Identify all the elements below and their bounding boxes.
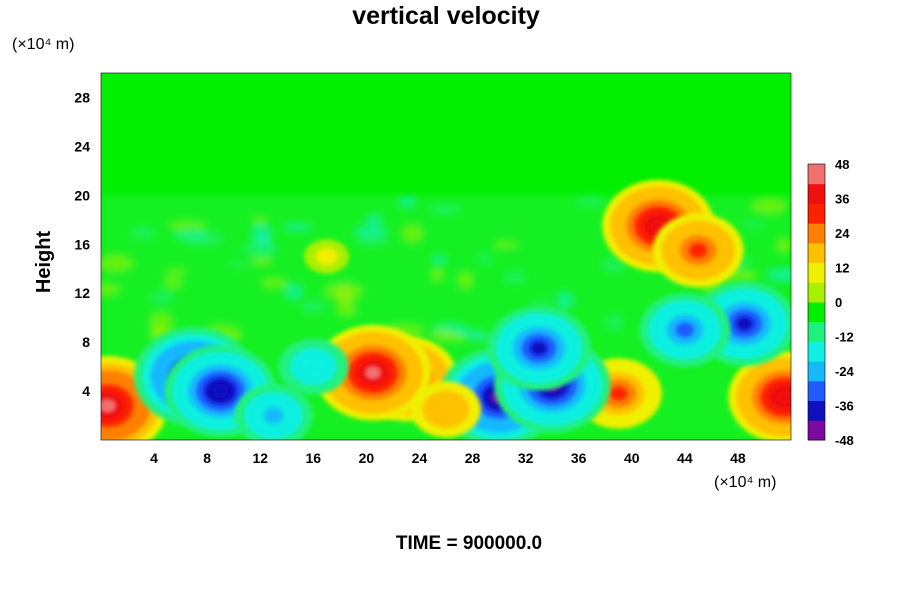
chart-title: vertical velocity (352, 2, 540, 30)
heatmap-field (101, 73, 791, 440)
heatmap-cell (689, 242, 708, 258)
heatmap-cells (101, 179, 791, 440)
y-tick-label: 20 (74, 187, 90, 203)
heatmap-feature (639, 292, 731, 367)
colorbar-tick-label: 24 (835, 226, 850, 241)
x-tick-label: 8 (203, 450, 211, 466)
colorbar-swatch (808, 361, 825, 382)
heatmap-feature (487, 305, 591, 391)
x-tick-label: 16 (306, 450, 322, 466)
colorbar-tick-label: -36 (835, 399, 854, 414)
x-tick-label: 48 (730, 450, 746, 466)
colorbar-tick-label: -24 (835, 364, 855, 379)
time-label: TIME = 900000.0 (396, 533, 542, 554)
x-tick-label: 4 (150, 450, 158, 466)
colorbar-tick-label: 12 (835, 261, 849, 276)
y-tick-label: 16 (74, 236, 90, 252)
colorbar-tick-label: -12 (835, 330, 854, 345)
heatmap-cell (101, 398, 117, 413)
x-tick-label: 40 (624, 450, 640, 466)
heatmap-cell (530, 341, 548, 356)
heatmap-feature (652, 213, 744, 288)
colorbar-tick-label: 48 (835, 157, 849, 172)
y-tick-label: 28 (74, 89, 90, 105)
y-axis-ticks: 4 8 12 16 20 24 28 (74, 89, 90, 399)
colorbar-swatch (808, 420, 825, 441)
heatmap-feature (101, 356, 168, 440)
colorbar-swatch (808, 183, 825, 204)
colorbar-swatch (808, 321, 825, 342)
colorbar-frame (807, 163, 826, 441)
x-tick-label: 36 (571, 450, 587, 466)
x-tick-label: 20 (359, 450, 375, 466)
x-axis-ticks: 4 8 12 16 20 24 28 32 36 40 44 48 (150, 450, 746, 466)
x-tick-label: 12 (252, 450, 268, 466)
heatmap-feature (304, 239, 349, 274)
heatmap-feature (234, 383, 313, 440)
y-axis-unit-label: (×10⁴ m) (12, 36, 74, 53)
heatmap-feature (278, 338, 349, 395)
colorbar-swatch (808, 242, 825, 264)
plot-frame (100, 72, 792, 441)
colorbar-tick-label: 36 (835, 192, 849, 207)
y-tick-label: 24 (74, 138, 90, 154)
colorbar (807, 163, 826, 441)
x-axis-unit-label: (×10⁴ m) (714, 474, 776, 491)
colorbar-swatch (808, 262, 825, 283)
x-tick-label: 44 (677, 450, 693, 466)
heatmap-feature (411, 381, 481, 438)
colorbar-tick-label: -48 (835, 433, 854, 448)
x-tick-label: 32 (518, 450, 534, 466)
heatmap-cell (434, 400, 458, 419)
heatmap-cell (735, 316, 754, 331)
heatmap-cell (675, 322, 694, 338)
colorbar-ticks: 48 36 24 12 0 -12 -24 -36 -48 (835, 157, 855, 448)
heatmap-feature (728, 351, 791, 440)
heatmap-cell (263, 407, 284, 424)
colorbar-swatch (808, 302, 825, 323)
colorbar-swatch (808, 341, 825, 362)
x-tick-label: 28 (465, 450, 481, 466)
heatmap-cell (212, 384, 229, 398)
x-tick-label: 24 (412, 450, 428, 466)
heatmap-cell (776, 390, 791, 404)
heatmap-cell (609, 386, 628, 401)
y-tick-label: 4 (82, 383, 90, 399)
colorbar-swatch (808, 203, 825, 224)
y-axis-label: Height (33, 231, 55, 294)
colorbar-tick-label: 0 (835, 295, 842, 310)
colorbar-swatch (808, 380, 825, 402)
heatmap-cell (364, 365, 382, 380)
heatmap-feature (314, 324, 432, 421)
y-tick-label: 12 (74, 285, 90, 301)
colorbar-swatch (808, 282, 825, 303)
colorbar-swatch (808, 223, 825, 244)
colorbar-swatch (808, 164, 825, 185)
colorbar-swatch (808, 400, 825, 421)
heatmap-cell (301, 357, 326, 376)
heatmap-cell (315, 247, 338, 266)
y-tick-label: 8 (82, 334, 90, 350)
